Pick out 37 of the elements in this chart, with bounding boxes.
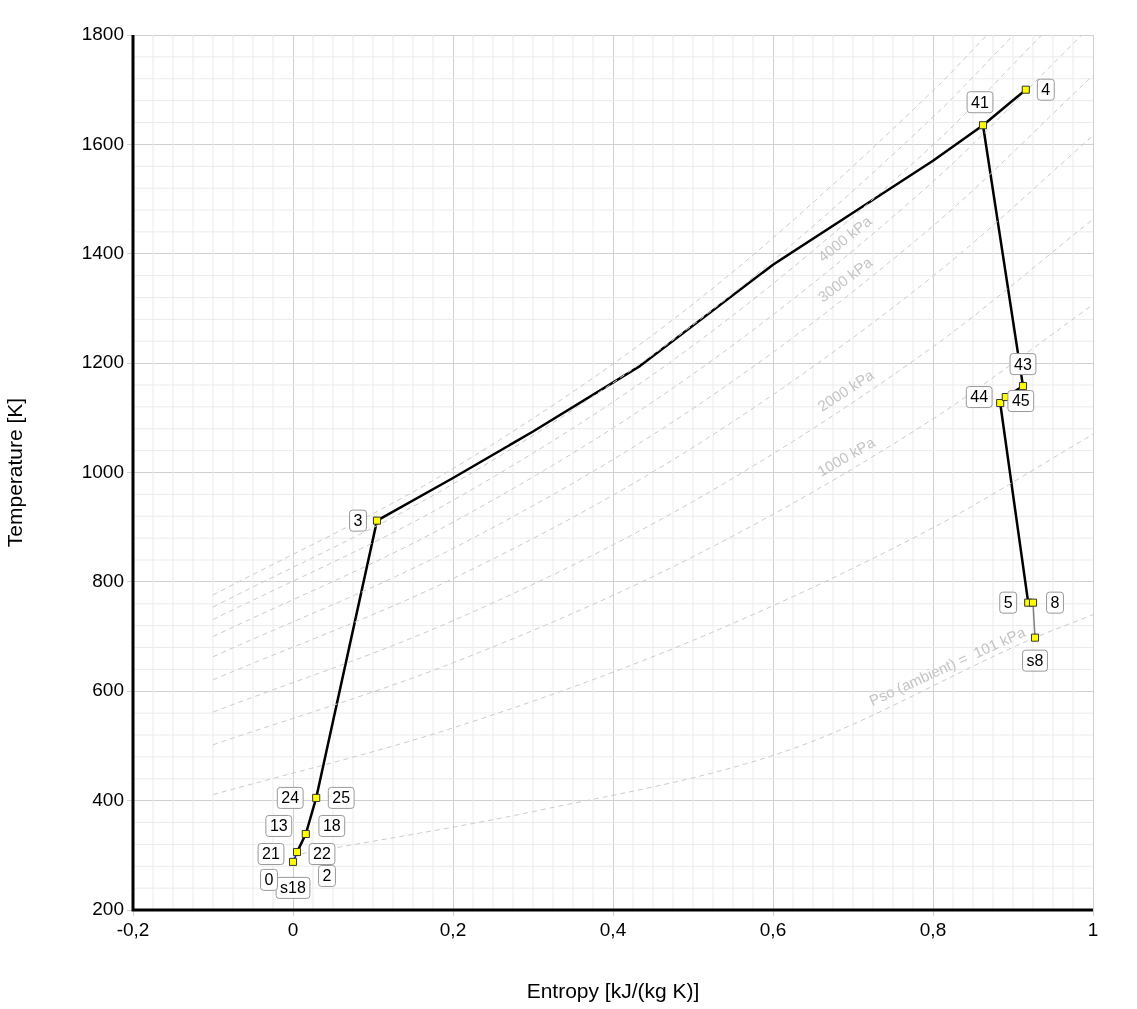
y-tick-label: 400 [92,788,124,810]
x-tick-label: -0,2 [116,918,150,940]
annotation: 41 [971,93,989,111]
y-tick-label: 200 [92,898,124,920]
y-tick-label: 1600 [81,132,124,154]
annotation: 18 [322,817,341,835]
annotation: 5 [1003,594,1013,612]
y-tick-label: 1200 [81,351,124,373]
x-tick-label: 0 [287,918,299,940]
annotation: 44 [970,388,989,406]
y-tick-label: 1800 [81,23,124,45]
y-tick-label: 1400 [81,241,124,263]
annotation: 2 [322,867,332,885]
y-tick-label: 600 [92,679,124,701]
x-axis-title: Entropy [kJ/(kg K)] [526,979,700,1003]
text: 1000 kPa [814,432,879,480]
x-tick-label: 0,4 [599,918,627,940]
annotation: 4 [1041,81,1051,99]
annotation: 21 [262,845,280,863]
x-tick-label: 0,6 [759,918,787,940]
annotation: s8 [1026,652,1044,670]
y-tick-label: 800 [92,570,124,592]
x-tick-label: 1 [1087,918,1099,940]
annotation: 45 [1011,392,1030,410]
annotation: 3 [353,512,363,530]
x-tick-label: 0,8 [919,918,947,940]
annotation: 43 [1014,355,1032,373]
annotation: 25 [332,789,351,807]
annotation: s18 [280,879,306,897]
y-axis-title: Temperature [K] [3,397,27,548]
annotation: 24 [281,789,300,807]
annotation: 22 [313,845,331,863]
annotation: 0 [264,871,274,889]
annotation: 8 [1050,594,1060,612]
y-tick-label: 1000 [81,460,124,482]
x-tick-label: 0,2 [439,918,467,940]
annotation: 13 [269,817,288,835]
